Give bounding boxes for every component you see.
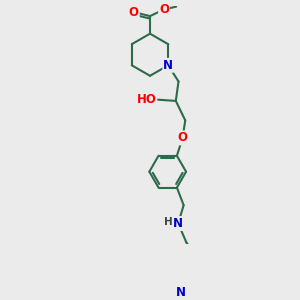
- Text: O: O: [178, 131, 188, 144]
- Text: O: O: [159, 3, 169, 16]
- Text: HO: HO: [136, 93, 156, 106]
- Text: N: N: [173, 217, 183, 230]
- Text: O: O: [129, 6, 139, 19]
- Text: H: H: [164, 217, 173, 227]
- Text: N: N: [176, 286, 186, 298]
- Text: N: N: [163, 59, 173, 72]
